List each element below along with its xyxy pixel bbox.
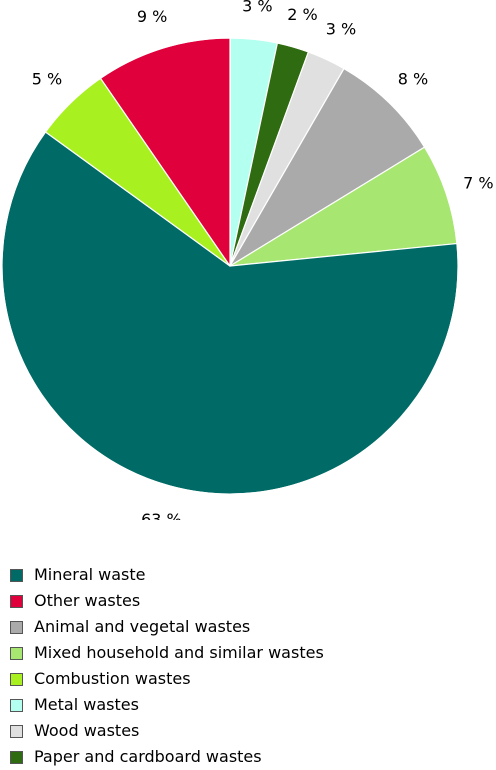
legend-item-wood-wastes: Wood wastes xyxy=(10,718,324,744)
legend-label: Paper and cardboard wastes xyxy=(34,747,262,766)
legend-swatch xyxy=(10,724,23,738)
pie-chart: 3 % 2 % 3 % 8 % 7 % 63 % 5 % 9 % xyxy=(1,0,494,520)
pie-outline xyxy=(1,37,459,495)
data-label-metal-wastes: 3 % xyxy=(242,0,272,15)
legend-item-mineral-waste: Mineral waste xyxy=(10,562,324,588)
data-label-combustion-wastes: 5 % xyxy=(32,70,62,89)
legend-label: Mixed household and similar wastes xyxy=(34,643,324,662)
legend-swatch xyxy=(10,646,23,660)
pie-data-labels: 3 % 2 % 3 % 8 % 7 % 63 % 5 % 9 % xyxy=(32,0,494,520)
legend-swatch xyxy=(10,672,23,686)
data-label-mineral-waste: 63 % xyxy=(141,510,182,520)
legend-swatch xyxy=(10,594,23,608)
legend-label: Combustion wastes xyxy=(34,669,191,688)
legend-item-other-wastes: Other wastes xyxy=(10,588,324,614)
legend-label: Wood wastes xyxy=(34,721,140,740)
legend-label: Animal and vegetal wastes xyxy=(34,617,251,636)
legend-swatch xyxy=(10,750,23,764)
legend-item-combustion-wastes: Combustion wastes xyxy=(10,666,324,692)
data-label-mixed-household-and-similar-wastes: 7 % xyxy=(463,174,493,193)
legend: Mineral waste Other wastes Animal and ve… xyxy=(10,562,324,770)
data-label-wood-wastes: 3 % xyxy=(326,20,356,39)
legend-swatch xyxy=(10,568,23,582)
legend-swatch xyxy=(10,620,23,634)
legend-label: Mineral waste xyxy=(34,565,146,584)
legend-item-mixed-household-wastes: Mixed household and similar wastes xyxy=(10,640,324,666)
pie-slices xyxy=(1,37,459,495)
data-label-paper-and-cardboard-wastes: 2 % xyxy=(287,5,317,24)
data-label-other-wastes: 9 % xyxy=(137,7,167,26)
legend-label: Metal wastes xyxy=(34,695,139,714)
legend-label: Other wastes xyxy=(34,591,141,610)
legend-swatch xyxy=(10,698,23,712)
legend-item-paper-and-cardboard-wastes: Paper and cardboard wastes xyxy=(10,744,324,770)
legend-item-metal-wastes: Metal wastes xyxy=(10,692,324,718)
data-label-animal-and-vegetal-wastes: 8 % xyxy=(398,70,428,89)
legend-item-animal-and-vegetal-wastes: Animal and vegetal wastes xyxy=(10,614,324,640)
